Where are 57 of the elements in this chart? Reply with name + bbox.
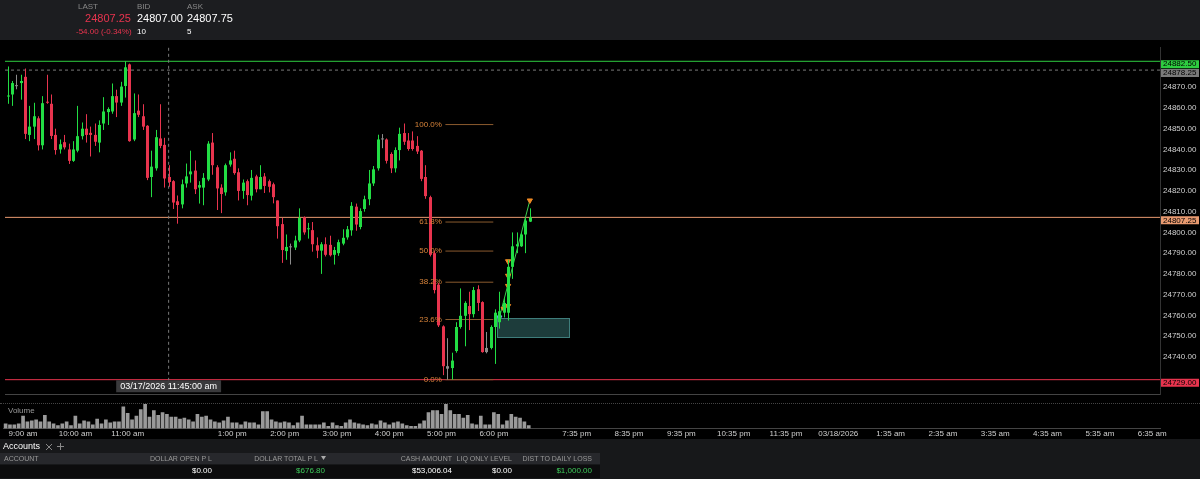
x-tick-label: 5:00 pm [427,429,457,439]
text: 5 [187,27,192,36]
x-tick-label: 03/18/2026 [818,429,859,439]
y-tick-label: 24830.00 [1163,165,1197,175]
text: $0.00 [190,466,212,475]
text: LAST [78,2,99,11]
text: 24807.25 [84,12,131,24]
text: $53,006.04 [411,466,452,475]
text: $1,000.00 [556,466,592,475]
x-tick-label: 11:00 am [111,429,145,439]
y-tick-label: 24870.00 [1163,82,1197,92]
x-tick-label: 9:35 pm [666,429,697,439]
text: -54.00 (-0.34%) [76,27,132,36]
text: 24807.00 [137,12,183,24]
x-tick-label: 1:00 pm [217,429,248,439]
x-tick-label: 10:00 am [58,429,93,439]
text: 10 [137,27,146,36]
y-tick-label: 24750.00 [1163,331,1197,341]
x-tick-label: 2:35 am [928,429,958,439]
text: $676.80 [296,466,325,475]
y-tick-label: 24780.00 [1163,269,1197,279]
x-tick-label: 9:00 am [8,429,38,439]
ref-line-label: 24878.25 [1163,68,1197,78]
x-tick-label: 5:35 am [1085,429,1115,439]
text: BID [137,2,151,11]
x-tick-label: 4:35 am [1033,429,1063,439]
x-tick-label: 6:35 am [1137,429,1167,439]
x-tick-label: 3:00 pm [322,429,352,439]
text: ASK [187,2,204,11]
x-tick-label: 6:00 pm [479,429,509,439]
x-tick-label: 3:35 am [980,429,1010,439]
y-tick-label: 24840.00 [1163,144,1197,154]
y-tick-label: 24850.00 [1163,123,1197,133]
text: Accounts [3,441,41,451]
y-tick-label: 24790.00 [1163,248,1197,258]
ref-line-label: 24729.00 [1163,377,1197,387]
x-tick-label: 4:00 pm [374,429,405,439]
y-tick-label: 24810.00 [1163,206,1197,216]
x-tick-label: 11:35 pm [769,429,803,439]
chart-title: Volume [8,406,35,415]
x-tick-label: 2:00 pm [270,429,300,439]
ref-line-label: 24807.25 [1163,215,1197,225]
text: $0.00 [491,466,512,475]
x-tick-label: 7:35 pm [562,429,592,439]
y-tick-label: 24860.00 [1163,103,1197,113]
x-tick-label: 1:35 am [876,429,906,439]
ref-line-label: 24882.50 [1163,59,1197,69]
y-tick-label: 24820.00 [1163,186,1197,196]
x-tick-label: 8:35 pm [614,429,644,439]
ref-line-label: 03/17/2026 11:45:00 am [120,380,218,391]
x-tick-label: 10:35 pm [716,429,751,439]
y-tick-label: 24800.00 [1163,227,1197,237]
y-tick-label: 24760.00 [1163,310,1197,320]
annotation: 100.0% [414,119,442,129]
text: 24807.75 [187,12,233,24]
y-tick-label: 24740.00 [1163,352,1197,362]
y-tick-label: 24770.00 [1163,289,1197,299]
